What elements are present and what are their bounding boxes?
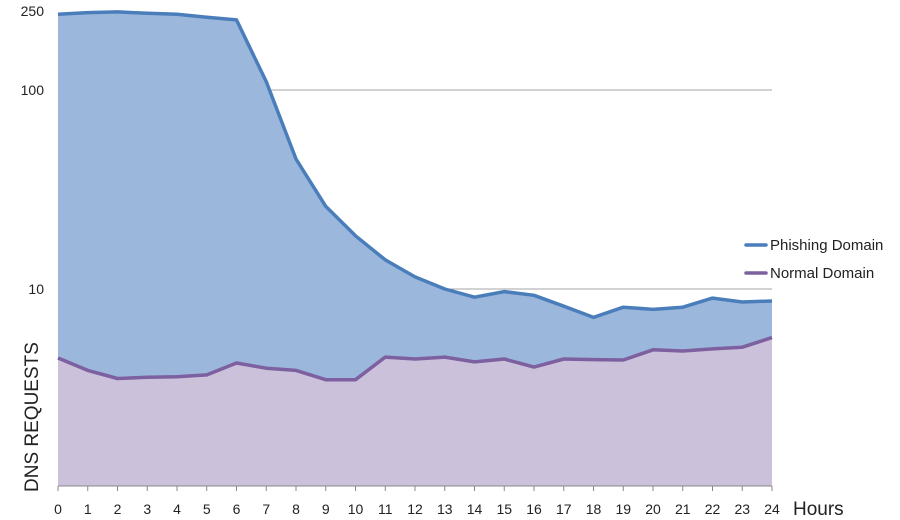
x-tick-label-19: 19: [615, 501, 631, 517]
y-tick-label-250: 250: [21, 3, 45, 19]
series-areas: [58, 11, 772, 487]
line-phishing-domain: [57, 10, 773, 320]
series-lines: [57, 10, 773, 382]
x-tick-label-6: 6: [233, 501, 241, 517]
x-tick-label-22: 22: [705, 501, 721, 517]
x-tick-label-12: 12: [407, 501, 423, 517]
x-tick-label-11: 11: [378, 501, 393, 517]
x-tick-label-21: 21: [675, 501, 691, 517]
area-normal-domain: [58, 337, 772, 486]
x-tick-label-5: 5: [203, 501, 211, 517]
line-normal-domain: [57, 335, 773, 382]
x-tick-label-15: 15: [496, 501, 512, 517]
x-tick-label-24: 24: [764, 501, 780, 517]
x-tick-label-1: 1: [84, 501, 92, 517]
x-tick-label-8: 8: [292, 501, 300, 517]
x-tick-label-2: 2: [114, 501, 122, 517]
x-tick-label-13: 13: [437, 501, 453, 517]
y-tick-label-10: 10: [28, 281, 44, 297]
x-axis-title: Hours: [793, 499, 844, 520]
legend-label-phishing-domain: Phishing Domain: [770, 237, 883, 254]
x-tick-label-9: 9: [322, 501, 330, 517]
x-tick-label-14: 14: [467, 501, 483, 517]
x-tick-label-4: 4: [173, 501, 181, 517]
x-tick-label-18: 18: [586, 501, 602, 517]
x-tick-label-16: 16: [526, 501, 542, 517]
x-tick-label-20: 20: [645, 501, 661, 517]
x-tick-label-10: 10: [348, 501, 364, 517]
y-tick-label-100: 100: [21, 82, 45, 98]
x-tick-label-7: 7: [262, 501, 270, 517]
x-tick-label-0: 0: [54, 501, 62, 517]
legend-label-normal-domain: Normal Domain: [770, 265, 874, 282]
x-tick-label-23: 23: [734, 501, 750, 517]
y-axis-title: DNS REQUESTS: [22, 342, 43, 492]
x-tick-label-17: 17: [556, 501, 572, 517]
x-tick-label-3: 3: [143, 501, 151, 517]
y-axis-ticks: 250 100 10: [21, 3, 45, 297]
legend: Phishing Domain Normal Domain: [744, 237, 883, 282]
x-axis-ticks: 0 1 2 3 4 5 6 7 8 9 10 11 12 13 14 15 16 17 18 19 20 21 22 23 24: [54, 486, 780, 517]
